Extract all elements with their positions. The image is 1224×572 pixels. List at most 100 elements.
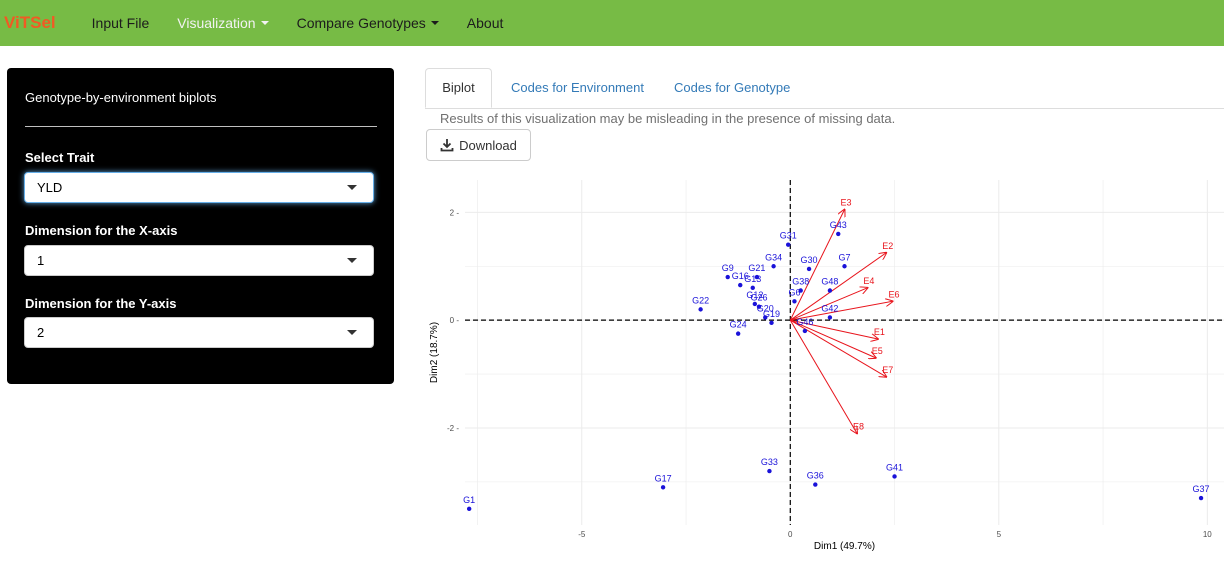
x-tick-label: -5 [578,530,586,539]
nav-about[interactable]: About [466,15,504,31]
genotype-point-g9 [725,274,730,280]
genotype-label-g41: G41 [886,462,903,472]
environment-vector-e8 [789,319,857,433]
genotype-label-g31: G31 [780,231,797,241]
genotype-point-g36 [813,482,818,487]
genotype-label-g48: G48 [821,277,838,287]
ydim-value: 2 [37,325,45,340]
x-tick-label: 0 [788,530,793,539]
plot-axes: -5 0 5 10 -2 - 0 - 2 - [447,180,1224,539]
tab-codes-genotype[interactable]: Codes for Genotype [674,80,791,95]
xdim-dropdown[interactable]: 1 [24,245,374,276]
genotype-label-g19: G19 [763,309,780,319]
environment-vector-e6 [790,301,892,321]
environment-label-e8: E8 [853,421,864,431]
genotype-label-g9: G9 [722,263,734,273]
genotype-label-g17: G17 [655,473,672,483]
genotype-label-g16: G16 [732,271,749,281]
genotype-point-g42 [827,315,833,320]
nav-input-file[interactable]: Input File [91,15,150,31]
environment-label-e6: E6 [888,289,899,299]
ydim-dropdown[interactable]: 2 [24,317,374,348]
xdim-value: 1 [37,253,45,268]
genotype-label-g42: G42 [821,303,838,313]
genotype-point-g26 [756,304,762,309]
environment-vector-e1 [790,319,878,339]
genotype-point-g24 [735,331,741,336]
chevron-down-icon [347,185,357,190]
genotype-point-g48 [827,288,833,293]
environment-vector-e4 [790,288,867,321]
select-trait-dropdown[interactable]: YLD [24,172,374,203]
nav-visualization-label: Visualization [177,15,256,31]
genotype-label-g30: G30 [801,255,818,265]
download-label: Download [459,137,517,153]
environment-vector-e5 [790,319,875,358]
y-tick-label: 0 - [450,316,460,325]
genotype-point-g1 [466,506,472,512]
genotype-label-g37: G37 [1193,484,1210,494]
y-tick-label: -2 - [447,424,459,433]
tab-codes-environment[interactable]: Codes for Environment [511,80,644,95]
genotype-point-g34 [771,264,776,269]
genotype-label-g7: G7 [838,252,850,262]
genotype-point-g22 [698,307,703,312]
genotype-label-g36: G36 [807,471,824,481]
nav-visualization[interactable]: Visualization [177,15,269,31]
genotype-label-g1: G1 [463,495,475,505]
genotype-label-g34: G34 [765,252,782,262]
genotype-point-g6 [792,299,797,304]
y-axis-label: Dim2 (18.7%) [429,322,440,383]
select-trait-label: Select Trait [25,150,95,165]
sidebar-title: Genotype-by-environment biplots [25,90,217,105]
navbar: ViTSel Input File Visualization Compare … [0,0,1224,46]
genotype-point-g31 [786,242,791,247]
genotype-point-g13 [750,285,755,291]
environment-label-e4: E4 [863,276,874,286]
genotype-point-g38 [798,288,803,293]
chevron-down-icon [260,21,269,25]
chevron-down-icon [347,330,357,335]
environment-vectors: E1 E2 E3 E4 E5 E6 E7 E8 [789,198,899,434]
sidebar-divider [25,126,377,127]
nav-compare-label: Compare Genotypes [296,15,426,31]
genotype-label-g21: G21 [748,263,765,273]
environment-label-e1: E1 [874,327,885,337]
genotype-point-g30 [806,266,812,272]
environment-label-e5: E5 [872,346,883,356]
tab-biplot[interactable]: Biplot [425,68,492,108]
genotype-point-g33 [767,468,772,474]
environment-label-e2: E2 [882,241,893,251]
genotype-label-g24: G24 [730,320,747,330]
genotype-label-g22: G22 [692,295,709,305]
x-axis-label: Dim1 (49.7%) [814,541,875,552]
download-button[interactable]: Download [426,129,531,161]
download-icon [440,139,454,152]
brand-logo[interactable]: ViTSel [4,13,56,32]
genotype-point-g21 [754,274,760,280]
chevron-down-icon [430,21,439,25]
select-trait-value: YLD [37,180,63,195]
genotype-point-g7 [842,264,847,269]
genotype-point-g17 [660,485,666,490]
missing-data-notice: Results of this visualization may be mis… [440,111,896,126]
genotype-point-g41 [892,474,897,479]
sidebar-panel: Genotype-by-environment biplots Select T… [7,68,394,384]
genotype-point-g16 [738,282,743,288]
genotype-label-g33: G33 [761,457,778,467]
genotype-label-g12: G12 [746,290,763,300]
genotype-point-g12 [752,301,758,307]
genotype-point-g20 [763,315,768,320]
genotype-label-g20: G20 [757,303,774,313]
nav-compare-genotypes[interactable]: Compare Genotypes [297,15,439,31]
genotype-point-g19 [769,320,774,326]
genotype-label-g38: G38 [792,277,809,287]
environment-label-e7: E7 [882,365,893,375]
tab-bar: Biplot Codes for Environment Codes for G… [425,68,1224,109]
x-tick-label: 5 [997,530,1002,539]
genotype-label-g46: G46 [796,317,813,327]
environment-vector-e2 [789,253,886,321]
genotype-label-g43: G43 [830,220,847,230]
genotype-point-g46 [802,328,808,334]
